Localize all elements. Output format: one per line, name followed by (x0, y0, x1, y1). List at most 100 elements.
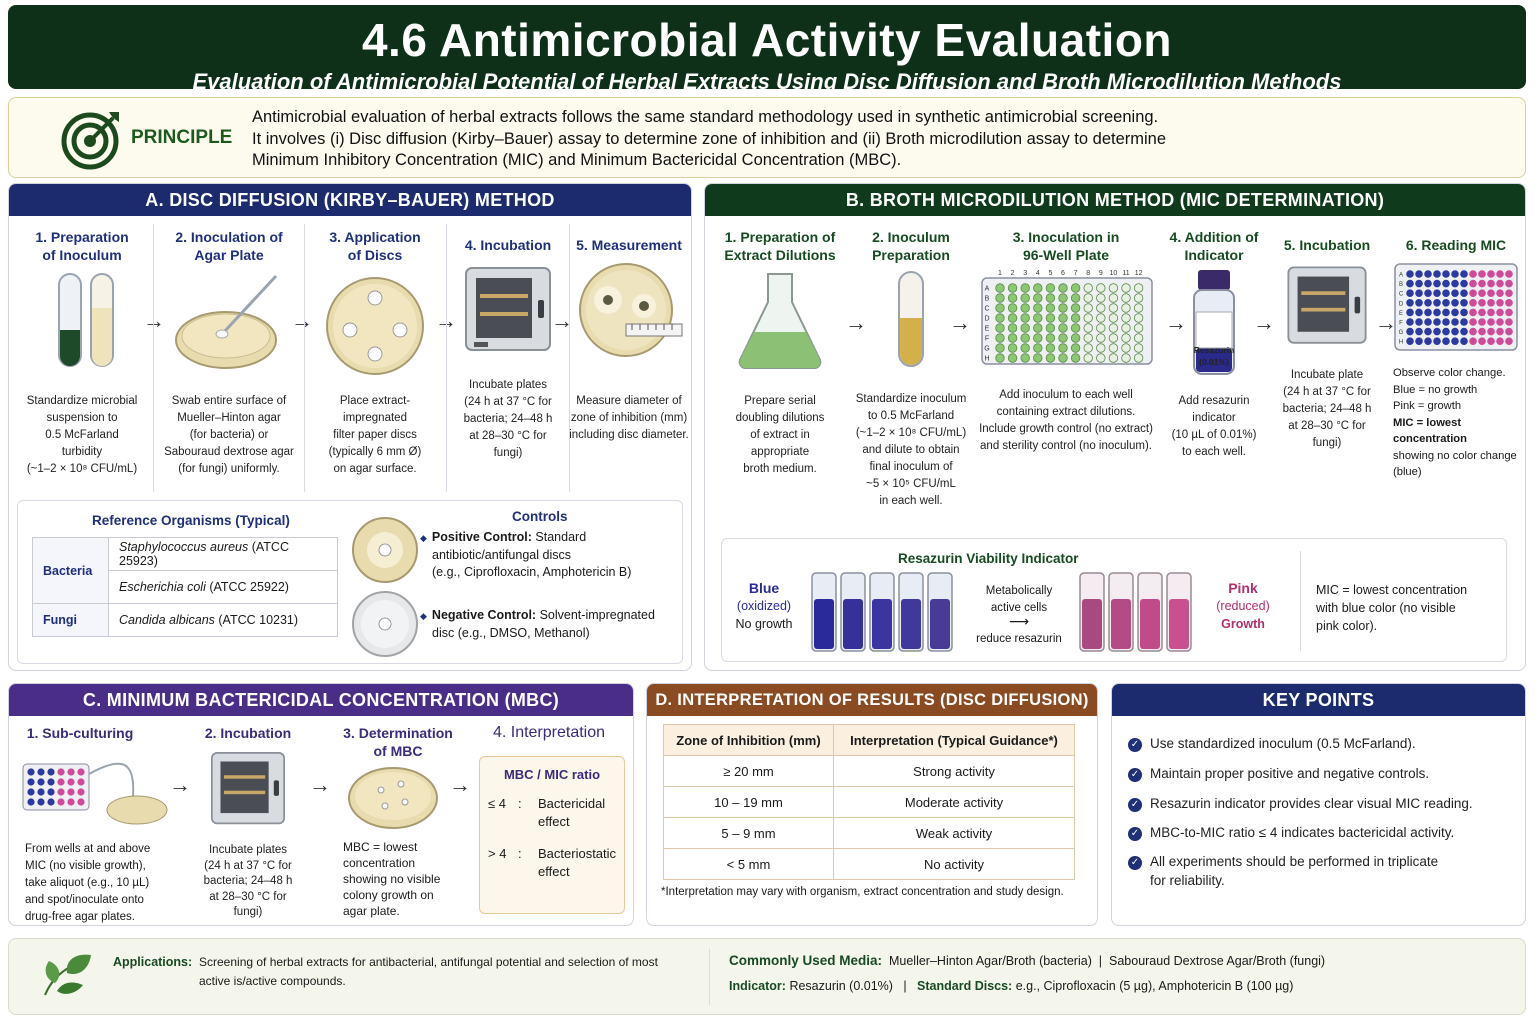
step-a3: 3. Application of Discs Place extract- i… (309, 228, 441, 478)
well (1108, 323, 1119, 333)
well (1460, 327, 1468, 336)
step-desc: Measure diameter of zone of inhibition (… (569, 393, 689, 444)
organism-cell: Escherichia coli (ATCC 25922) (108, 570, 338, 604)
well (67, 778, 75, 786)
organism-name: Staphylococcus aureus (119, 540, 249, 554)
step-desc: Place extract- impregnated filter paper … (309, 393, 441, 478)
desc-line: at 28–30 °C for (469, 430, 547, 442)
step-desc: Standardize inoculum to 0.5 McFarland (~… (845, 391, 977, 510)
step-desc: Incubate plates (24 h at 37 °C for bacte… (451, 377, 565, 462)
positive-control-plate-icon (352, 517, 418, 583)
key-point-text: for reliability. (1150, 873, 1225, 888)
flask-icon (738, 273, 822, 369)
well (1033, 323, 1043, 333)
zone-measurement-icon (579, 263, 683, 357)
step-title: 1. Preparation of Inoculum (35, 229, 129, 263)
well (1451, 308, 1459, 317)
step-title: 2. Inoculation of Agar Plate (175, 229, 283, 263)
desc-line: fungi) (233, 906, 263, 918)
well (1406, 337, 1414, 345)
well (1460, 308, 1468, 317)
ratio-effect-line: Bactericidal (538, 796, 606, 811)
disc-plate-icon (326, 277, 424, 375)
well (1406, 270, 1414, 278)
table-row: 5 – 9 mm Weak activity (663, 817, 1075, 849)
desc-line: bacteria; 24–48 h (203, 875, 293, 887)
well (1424, 318, 1432, 326)
blue-label: Blue (748, 580, 780, 596)
well (1007, 313, 1018, 323)
principle-line: Minimum Inhibitory Concentration (MIC) a… (252, 151, 902, 169)
step-desc: Incubate plate (24 h at 37 °C for bacter… (1273, 367, 1381, 452)
well (1424, 299, 1432, 307)
column-label: 12 (1135, 270, 1143, 277)
divider (709, 949, 710, 1005)
desc-line: Swab entire surface of (171, 395, 287, 407)
mic-note-line: with blue color (no visible (1316, 601, 1456, 615)
well (57, 788, 65, 796)
well (1083, 343, 1093, 353)
well (1045, 323, 1056, 333)
divider (446, 224, 447, 492)
zone-cell: < 5 mm (663, 848, 834, 880)
well (1478, 337, 1486, 345)
well (1045, 283, 1056, 293)
discs-label: Standard Discs: (917, 979, 1013, 993)
well (1070, 313, 1081, 323)
well (1070, 293, 1081, 303)
step-a5: 5. Measurement Measure diameter of zone … (569, 228, 689, 444)
desc-line: Incubate plates (208, 844, 287, 856)
ratio-effect-2: Bacteriostatic effect (538, 845, 616, 881)
well (1478, 308, 1486, 317)
activity-cell: Weak activity (833, 817, 1075, 849)
well (1469, 308, 1477, 317)
desc-line: at 28–30 °C for (209, 890, 287, 903)
well (1496, 279, 1504, 288)
well (1487, 299, 1495, 307)
well (57, 768, 65, 776)
well (1108, 283, 1119, 293)
well (1133, 353, 1144, 363)
mic-note: MIC = lowest concentration with blue col… (1316, 581, 1467, 635)
well (27, 788, 35, 796)
well (1020, 353, 1030, 363)
key-point: ✓ Maintain proper positive and negative c… (1128, 764, 1429, 783)
row-label: B (985, 296, 990, 303)
well (77, 778, 85, 786)
well (1058, 343, 1068, 353)
well (1121, 343, 1131, 353)
desc-line: (~1–2 × 10⁸ CFU/mL) (855, 427, 967, 439)
well (1496, 308, 1504, 317)
row-label: D (1399, 301, 1404, 307)
ratio-operator: > 4 (488, 846, 507, 861)
key-point: ✓ MBC-to-MIC ratio ≤ 4 indicates bacteric… (1128, 823, 1454, 842)
indicator-text: Resazurin (0.01%) (789, 979, 893, 993)
row-label: E (1399, 311, 1403, 317)
well (1442, 327, 1450, 336)
divider (569, 224, 570, 492)
desc-line: zone of inhibition (mm) (570, 412, 688, 424)
desc-line: (blue) (1393, 466, 1422, 478)
well (1469, 318, 1477, 326)
step-desc: Add inoculum to each well containing ext… (971, 387, 1161, 455)
reference-controls-box: Reference Organisms (Typical) Bacteria S… (17, 500, 683, 664)
well (1424, 289, 1432, 297)
well (1007, 333, 1018, 343)
well (1007, 323, 1018, 333)
key-point-text: All experiments should be performed in t… (1150, 854, 1439, 869)
step-title: 2. Inoculum Preparation (872, 229, 950, 263)
well (37, 798, 45, 806)
column-label: 8 (1086, 270, 1090, 277)
well (27, 778, 35, 786)
well (1415, 270, 1423, 278)
well (1096, 303, 1106, 313)
incubator-icon (465, 267, 551, 351)
well (1121, 293, 1131, 303)
well (1487, 327, 1495, 336)
check-icon: ✓ (1128, 827, 1142, 841)
desc-line: bacteria; 24–48 h (463, 413, 553, 425)
well (1487, 289, 1495, 297)
row-label: D (984, 316, 989, 323)
desc-line: Incubate plate (1290, 369, 1364, 381)
check-icon: ✓ (1128, 768, 1142, 782)
